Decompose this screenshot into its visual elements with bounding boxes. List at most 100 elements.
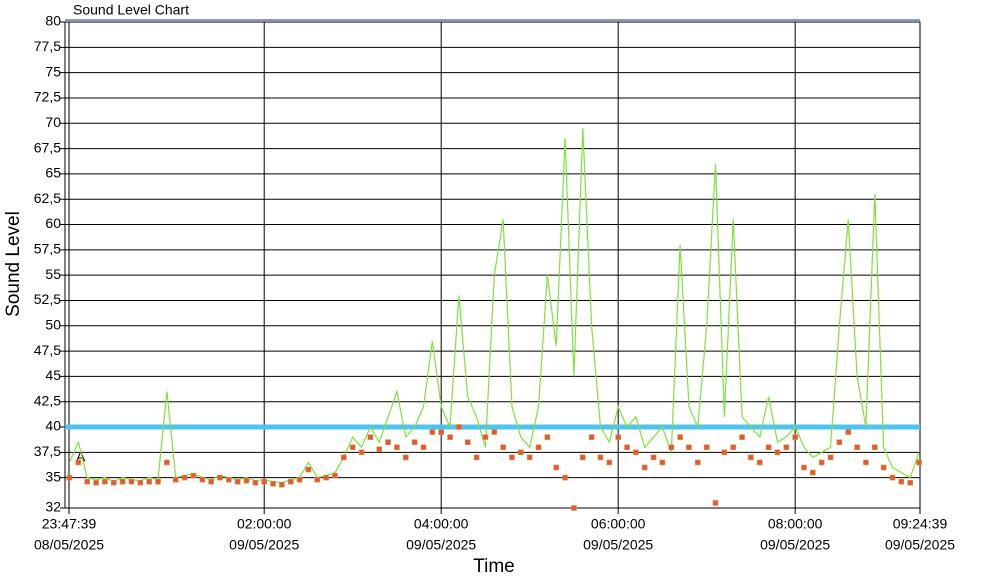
point-marker — [907, 479, 913, 486]
point-marker — [756, 459, 763, 466]
point-marker — [509, 454, 515, 461]
point-marker — [730, 444, 737, 451]
point-marker — [358, 449, 365, 456]
point-marker — [208, 478, 214, 485]
point-marker — [473, 454, 480, 461]
y-tick-label: 47,5 — [34, 342, 61, 358]
y-tick-label: 52,5 — [34, 291, 61, 307]
y-tick-label: 35 — [45, 468, 61, 484]
point-marker — [553, 464, 560, 471]
point-marker — [447, 434, 453, 440]
x-tick-label: 09/05/2025 — [885, 537, 955, 553]
x-tick-label: 09/05/2025 — [406, 537, 476, 553]
point-marker — [66, 474, 73, 481]
point-marker — [190, 472, 197, 479]
point-marker — [544, 434, 551, 440]
y-tick-label: 60 — [45, 215, 61, 231]
point-marker — [650, 454, 657, 461]
y-tick-label: 72,5 — [34, 89, 61, 105]
y-tick-label: 77,5 — [34, 38, 61, 54]
point-marker — [695, 459, 701, 466]
y-tick-label: 40 — [45, 418, 61, 434]
point-marker — [579, 454, 586, 461]
point-marker — [500, 444, 506, 451]
point-marker — [641, 464, 648, 471]
x-tick-label: 04:00:00 — [414, 516, 469, 532]
point-marker — [898, 478, 905, 485]
point-marker — [633, 449, 639, 456]
point-marker — [712, 500, 719, 506]
y-tick-label: 50 — [45, 316, 61, 332]
point-marker — [420, 444, 427, 451]
point-marker — [323, 474, 329, 481]
point-marker — [774, 449, 781, 456]
point-marker — [119, 478, 126, 485]
point-marker — [854, 444, 860, 451]
point-marker — [75, 459, 82, 466]
point-marker — [93, 479, 99, 486]
y-tick-label: 32 — [45, 499, 61, 515]
y-tick-label: 65 — [45, 165, 61, 181]
x-tick-label: 09:24:39 — [893, 516, 948, 532]
point-marker — [234, 478, 241, 485]
y-tick-label: 42,5 — [34, 392, 61, 408]
point-marker — [871, 444, 878, 451]
point-marker — [332, 472, 338, 479]
point-marker — [571, 505, 577, 511]
x-tick-label: 09/05/2025 — [229, 537, 299, 553]
y-tick-label: 70 — [45, 114, 61, 130]
point-marker — [128, 478, 135, 485]
point-marker — [721, 449, 728, 456]
y-tick-label: 55 — [45, 266, 61, 282]
y-tick-label: 62,5 — [34, 190, 61, 206]
point-marker — [367, 434, 374, 440]
point-marker — [84, 478, 91, 485]
point-marker — [818, 459, 825, 466]
point-marker — [535, 444, 542, 451]
point-marker — [155, 478, 161, 485]
point-marker — [394, 444, 400, 451]
point-marker — [748, 454, 754, 461]
point-marker — [801, 464, 807, 471]
point-marker — [916, 459, 922, 466]
point-marker — [314, 476, 321, 483]
point-marker — [464, 439, 471, 445]
point-marker — [102, 478, 108, 485]
y-axis-label: Sound Level — [3, 211, 24, 317]
x-tick-label: 08/05/2025 — [34, 537, 104, 553]
point-marker — [482, 434, 489, 440]
point-marker — [296, 476, 303, 483]
point-marker — [438, 429, 444, 435]
point-marker — [880, 464, 887, 471]
point-marker — [845, 429, 852, 435]
point-marker — [341, 454, 347, 461]
y-tick-label: 57,5 — [34, 241, 61, 257]
y-tick-label: 80 — [45, 13, 61, 29]
point-marker — [588, 434, 595, 440]
x-tick-label: 09/05/2025 — [583, 537, 653, 553]
y-tick-label: 75 — [45, 63, 61, 79]
point-marker — [137, 479, 144, 486]
point-marker — [792, 434, 798, 440]
point-marker — [349, 444, 356, 451]
point-marker — [456, 424, 462, 430]
point-marker — [287, 478, 294, 485]
point-marker — [279, 481, 285, 488]
point-marker — [624, 444, 630, 451]
point-marker — [615, 434, 621, 440]
y-tick-label: 67,5 — [34, 139, 61, 155]
point-marker — [164, 459, 170, 466]
point-marker — [491, 429, 498, 435]
point-marker — [226, 476, 232, 483]
point-marker — [402, 454, 409, 461]
point-marker — [889, 474, 896, 481]
point-marker — [518, 449, 524, 456]
point-marker — [385, 439, 391, 445]
point-marker — [429, 429, 436, 435]
point-marker — [252, 479, 259, 486]
point-marker — [863, 459, 869, 466]
point-marker — [703, 444, 710, 451]
point-marker — [270, 480, 276, 487]
point-marker — [668, 444, 675, 451]
